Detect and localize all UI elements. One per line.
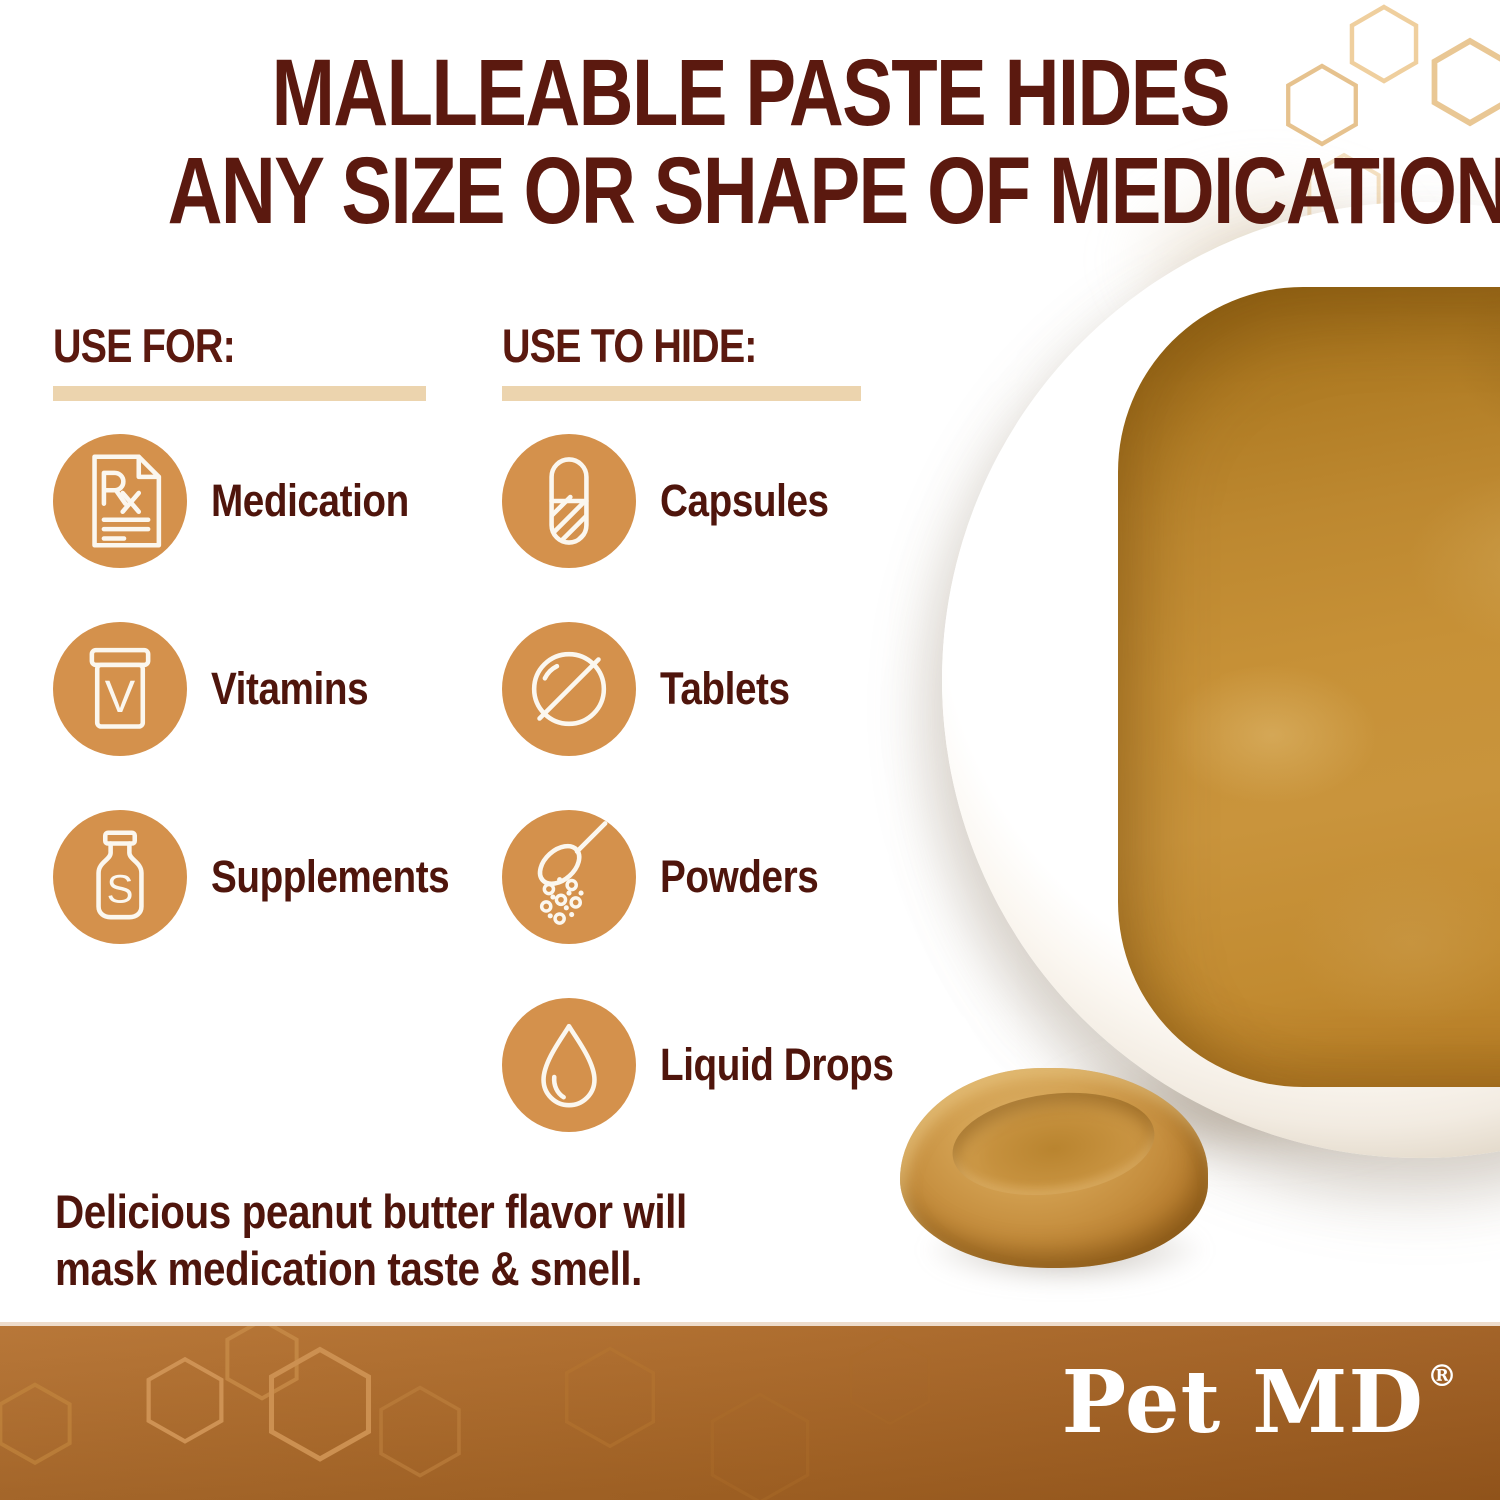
heading-underline [53, 386, 426, 401]
list-item-supplements: S Supplements [53, 810, 493, 944]
item-label: Vitamins [211, 663, 369, 714]
supplement-bottle-icon: S [53, 810, 187, 944]
footer-bar: Pet MD ® [0, 1322, 1500, 1500]
liquid-drop-icon [502, 998, 636, 1132]
rx-document-icon [53, 434, 187, 568]
petmd-logo: Pet MD ® [1061, 1359, 1458, 1446]
title-line-2: ANY SIZE OR SHAPE OF MEDICATION [167, 138, 1500, 244]
list-item-medication: Medication [53, 434, 493, 568]
svg-text:V: V [105, 671, 136, 722]
list-item-vitamins: V Vitamins [53, 622, 493, 756]
brand-name: Pet MD [1061, 1352, 1424, 1453]
use-to-hide-section: USE TO HIDE: Capsul [502, 318, 942, 1186]
peanut-butter-paste-photo [1118, 287, 1500, 1087]
list-item-powders: Powders [502, 810, 942, 944]
list-item-tablets: Tablets [502, 622, 942, 756]
list-item-capsules: Capsules [502, 434, 942, 568]
item-label: Powders [660, 851, 819, 902]
svg-text:S: S [107, 866, 134, 911]
title-line-1: MALLEABLE PASTE HIDES [271, 40, 1230, 146]
footnote-line-1: Delicious peanut butter flavor will [55, 1185, 687, 1238]
item-label: Capsules [660, 475, 829, 526]
heading-underline [502, 386, 861, 401]
capsule-icon [502, 434, 636, 568]
registered-trademark-symbol: ® [1427, 1359, 1458, 1394]
dollop-indent [947, 1081, 1161, 1207]
paste-dollop-photo [900, 1068, 1208, 1268]
use-for-heading: USE FOR: [53, 319, 236, 372]
footnote-line-2: mask medication taste & smell. [55, 1242, 642, 1295]
powder-spoon-icon [502, 810, 636, 944]
item-label: Supplements [211, 851, 450, 902]
page-title: MALLEABLE PASTE HIDES ANY SIZE OR SHAPE … [0, 44, 1500, 240]
item-label: Medication [211, 475, 409, 526]
vitamin-jar-icon: V [53, 622, 187, 756]
use-to-hide-heading: USE TO HIDE: [502, 319, 757, 372]
item-label: Tablets [660, 663, 790, 714]
item-label: Liquid Drops [660, 1039, 894, 1090]
tablet-icon [502, 622, 636, 756]
list-item-liquid-drops: Liquid Drops [502, 998, 942, 1132]
use-for-section: USE FOR: Medication [53, 318, 493, 998]
footnote-text: Delicious peanut butter flavor will mask… [55, 1183, 790, 1297]
